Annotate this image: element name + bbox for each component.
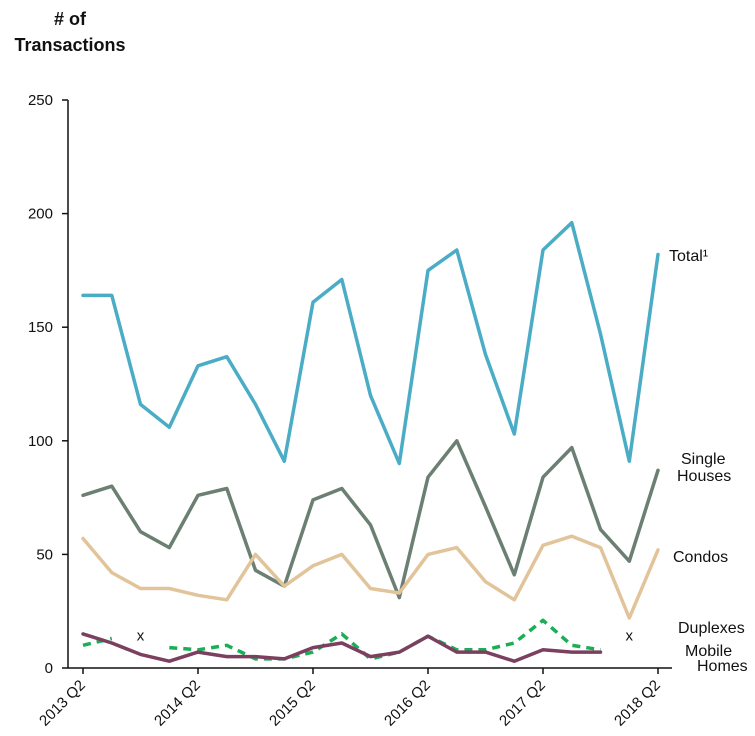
series-line-condos [81,534,660,620]
x-tick-label: 2014 Q2 [151,677,204,730]
gap-marker: x [626,628,634,645]
series-line-duplexes [82,636,113,648]
series-line-total [81,220,660,466]
gap-marker: x [137,628,145,645]
series-line-mobile [81,632,603,663]
x-tick-label: 2015 Q2 [266,677,319,730]
series-label-condos: Condos [673,549,728,566]
series-label-total: Total¹ [669,248,708,265]
y-tick-label: 100 [28,433,53,450]
x-tick-label: 2018 Q2 [611,677,664,730]
y-tick-label: 150 [28,319,53,336]
y-axis-title: # of Transactions [0,6,140,58]
y-axis-title-line1: # of [53,9,86,29]
x-tick-label: 2016 Q2 [381,677,434,730]
y-tick-label: 0 [45,660,53,677]
axes: 0 50 100 150 200 250 2013 Q2 2014 Q2 2015 Q2 2016… [28,92,672,730]
series-label-mobile: Mobile [685,643,732,660]
series-label-mobile: Homes [697,658,748,675]
x-tick-label: 2017 Q2 [496,677,549,730]
y-tick-label: 200 [28,206,53,223]
series-line-duplexes [169,618,601,661]
y-axis-title-line2: Transactions [14,35,126,55]
y-tick-label: 250 [28,92,53,109]
series-label-single: Houses [677,468,731,485]
series-label-duplexes: Duplexes [678,620,745,637]
series-line-single [81,439,660,600]
y-tick-label: 50 [36,546,53,563]
series-label-single: Single [681,451,726,468]
x-tick-label: 2013 Q2 [36,677,89,730]
